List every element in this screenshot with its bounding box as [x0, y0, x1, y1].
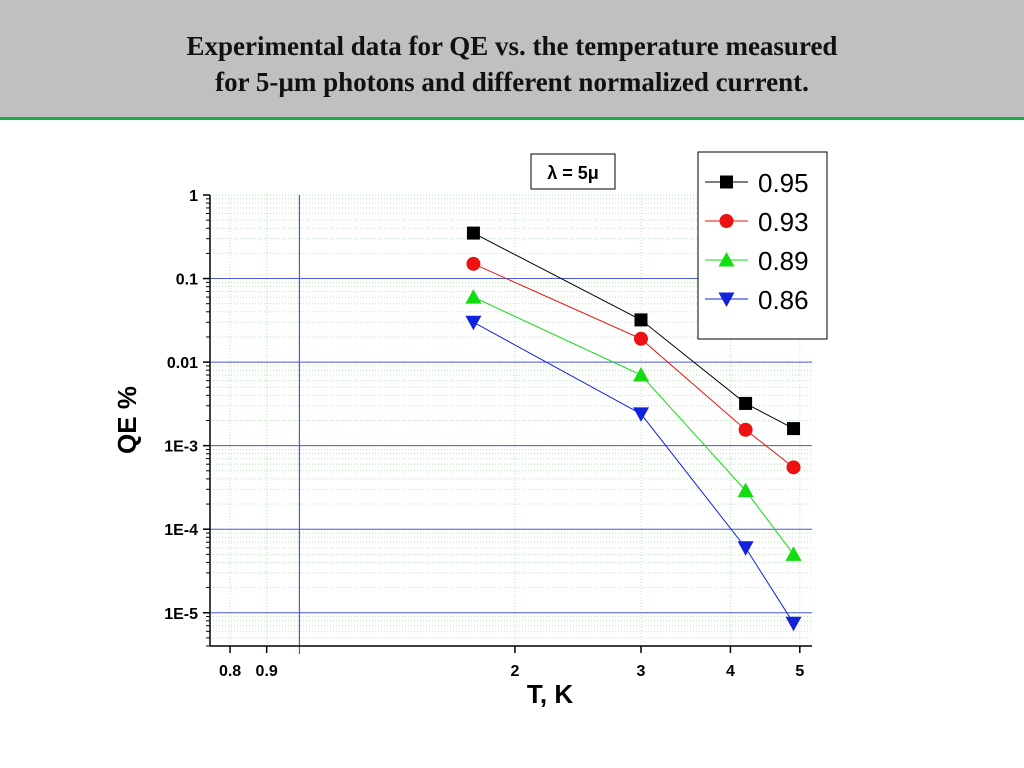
y-tick-label: 1E-4	[164, 522, 198, 539]
data-series	[465, 226, 802, 632]
series-line	[473, 296, 794, 555]
series-line	[473, 232, 794, 430]
x-tick-label: 2	[510, 663, 519, 680]
data-point	[739, 396, 753, 410]
legend-label: 0.89	[758, 246, 809, 276]
data-point	[737, 482, 754, 498]
y-tick-label: 1E-5	[164, 606, 198, 623]
y-tick-label: 0.01	[167, 355, 198, 372]
x-axis-label: T, K	[527, 679, 573, 709]
series-0.86	[465, 315, 802, 632]
y-tick-label: 1	[189, 188, 198, 205]
series-line	[473, 263, 794, 468]
data-point	[787, 422, 801, 436]
title-bar: Experimental data for QE vs. the tempera…	[0, 0, 1024, 120]
data-point	[632, 367, 649, 382]
wavelength-annotation: λ = 5μ	[530, 153, 616, 190]
data-point	[633, 331, 648, 346]
series-0.89	[465, 289, 802, 561]
legend: 0.95 0.93 0.89 0.86	[697, 151, 828, 340]
data-point	[634, 313, 648, 327]
legend-marker	[720, 175, 733, 189]
x-tick-label: 0.9	[256, 663, 278, 680]
wavelength-annotation-text: λ = 5μ	[547, 163, 599, 183]
axes: 1 0.1 0.01 1E-3 1E-4 1E-5 0.8 0.9 2 3 4 5	[164, 188, 812, 680]
series-0.95	[466, 226, 801, 436]
legend-marker	[718, 292, 735, 307]
data-point	[738, 422, 753, 437]
data-point	[786, 460, 801, 475]
axis-labels: T, K QE %	[112, 386, 573, 709]
slide-title-line-2: for 5-µm photons and different normalize…	[215, 67, 809, 97]
data-point	[465, 315, 482, 331]
x-tick-label: 0.8	[219, 663, 241, 680]
legend-label: 0.86	[758, 285, 809, 315]
legend-marker	[718, 252, 735, 267]
data-point	[737, 541, 754, 556]
series-line	[473, 321, 794, 624]
data-point	[785, 546, 802, 561]
data-point	[632, 407, 649, 422]
x-tick-label: 4	[726, 663, 735, 680]
data-point	[466, 256, 481, 271]
data-point	[466, 226, 480, 240]
data-point	[465, 289, 482, 304]
x-tick-label: 5	[795, 663, 804, 680]
series-0.93	[466, 256, 801, 475]
y-tick-label: 1E-3	[164, 439, 198, 456]
y-axis-label: QE %	[112, 386, 142, 454]
slide-title-line-1: Experimental data for QE vs. the tempera…	[186, 31, 838, 61]
y-tick-label: 0.1	[176, 272, 198, 289]
x-tick-label: 3	[637, 663, 646, 680]
legend-label: 0.95	[758, 168, 809, 198]
data-point	[785, 616, 802, 632]
legend-label: 0.93	[758, 207, 809, 237]
legend-marker	[719, 214, 734, 228]
slide-title: Experimental data for QE vs. the tempera…	[0, 28, 1024, 100]
